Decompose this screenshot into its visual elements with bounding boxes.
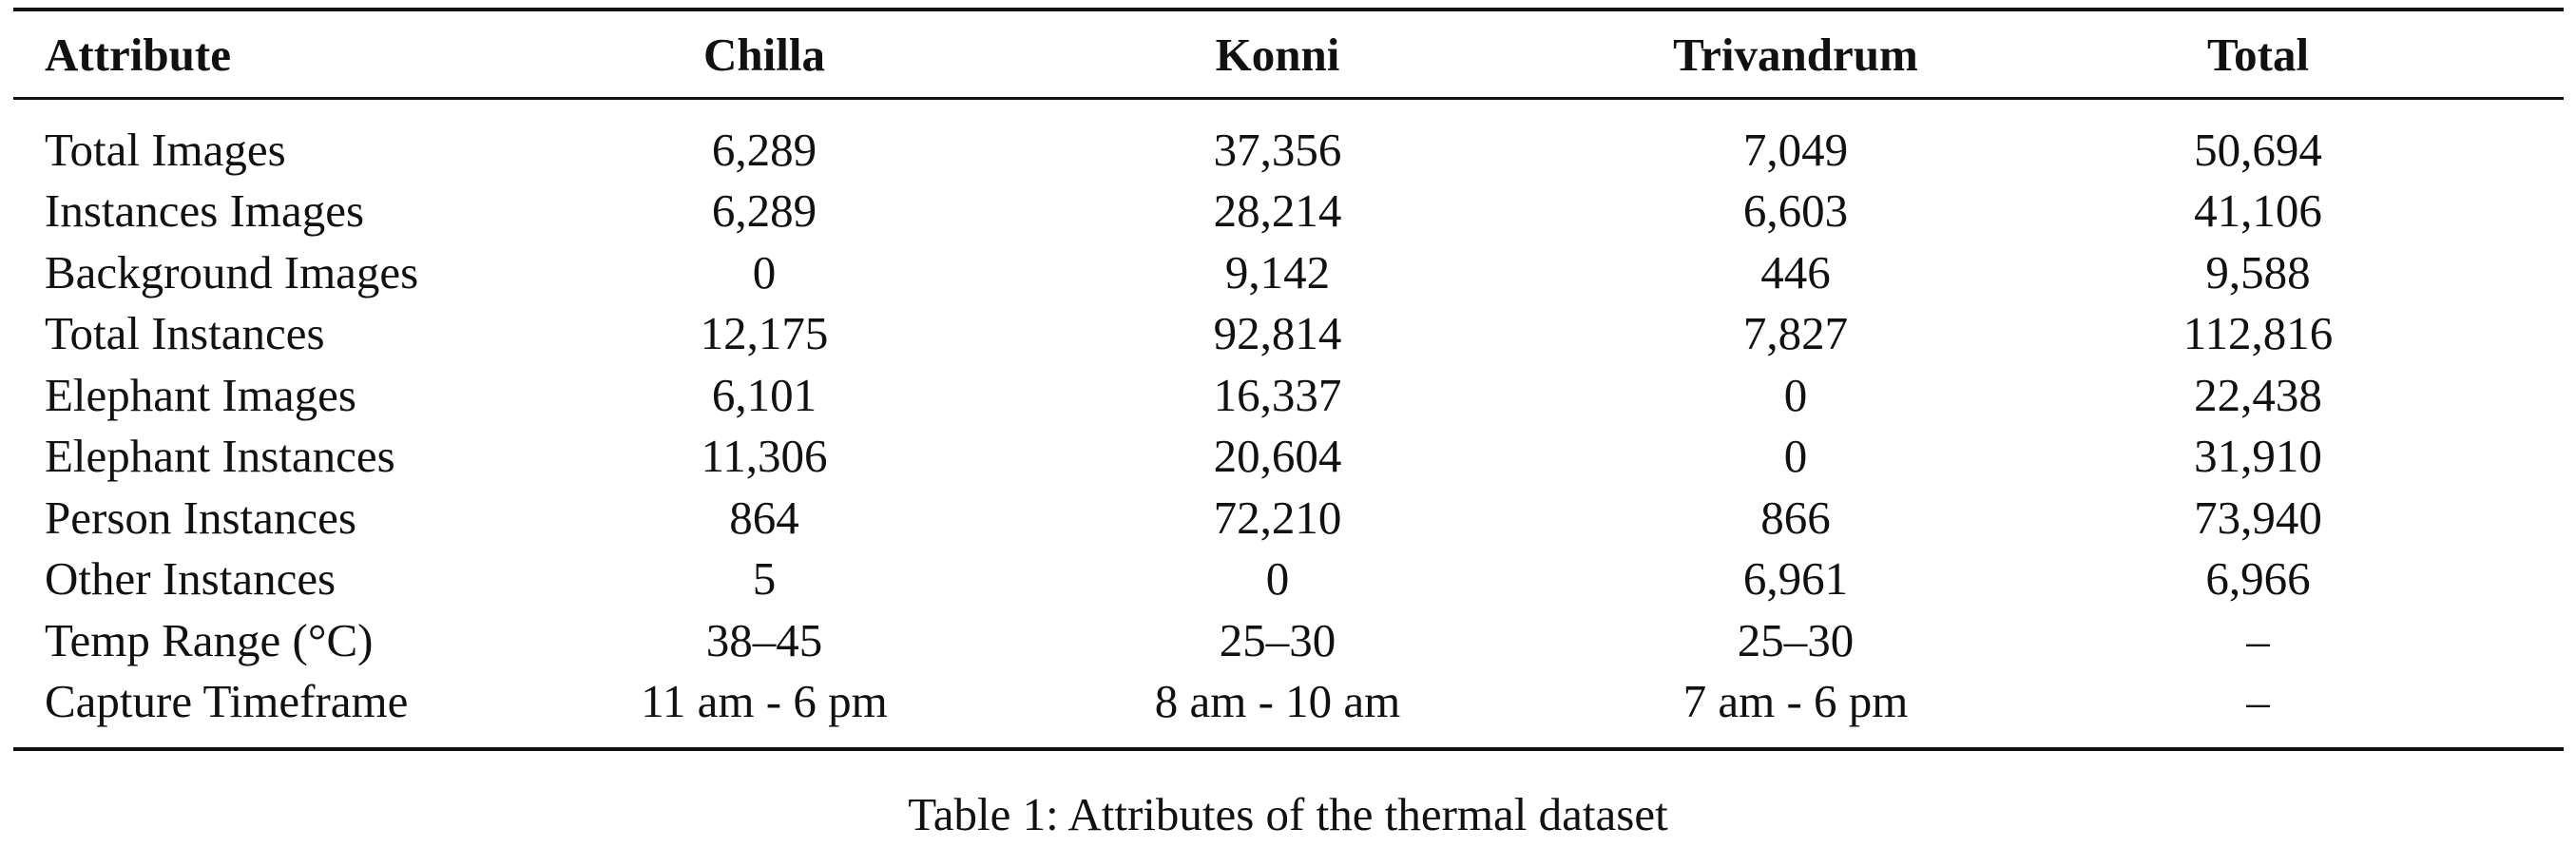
cell-chilla: 11 am - 6 pm bbox=[641, 675, 888, 728]
header-konni: Konni bbox=[1215, 28, 1340, 81]
cell-konni: 0 bbox=[1265, 552, 1290, 606]
cell-attribute: Temp Range (°C) bbox=[45, 613, 374, 666]
cell-chilla: 38–45 bbox=[705, 613, 823, 666]
cell-total: – bbox=[2246, 675, 2270, 728]
cell-chilla: 11,306 bbox=[701, 430, 828, 483]
cell-attribute: Total Images bbox=[45, 123, 286, 176]
header-attribute: Attribute bbox=[45, 28, 231, 81]
table-row: Other Instances 5 0 6,961 6,966 bbox=[13, 549, 2564, 610]
cell-konni: 9,142 bbox=[1224, 245, 1331, 299]
cell-chilla: 6,289 bbox=[711, 123, 817, 176]
cell-total: 73,940 bbox=[2194, 491, 2322, 544]
attributes-table: Attribute Chilla Konni Trivandrum Total … bbox=[13, 8, 2564, 751]
cell-chilla: 864 bbox=[729, 491, 799, 544]
cell-trivandrum: 866 bbox=[1760, 491, 1831, 544]
cell-konni: 92,814 bbox=[1213, 307, 1342, 360]
cell-attribute: Instances Images bbox=[45, 184, 365, 238]
cell-trivandrum: 446 bbox=[1760, 245, 1831, 299]
cell-chilla: 0 bbox=[752, 245, 777, 299]
table-row: Capture Timeframe 11 am - 6 pm 8 am - 10 a… bbox=[13, 671, 2564, 749]
cell-attribute: Elephant Images bbox=[45, 368, 356, 421]
cell-trivandrum: 25–30 bbox=[1737, 613, 1855, 666]
cell-trivandrum: 0 bbox=[1783, 368, 1808, 421]
cell-attribute: Other Instances bbox=[45, 552, 336, 606]
header-chilla: Chilla bbox=[703, 28, 825, 81]
cell-konni: 16,337 bbox=[1213, 368, 1342, 421]
cell-konni: 28,214 bbox=[1213, 184, 1342, 238]
header-total: Total bbox=[2206, 28, 2310, 81]
cell-attribute: Background Images bbox=[45, 245, 419, 299]
table-row: Instances Images 6,289 28,214 6,603 41,106 bbox=[13, 181, 2564, 242]
cell-konni: 20,604 bbox=[1213, 430, 1342, 483]
table-row: Temp Range (°C) 38–45 25–30 25–30 – bbox=[13, 609, 2564, 671]
table-row: Person Instances 864 72,210 866 73,940 bbox=[13, 487, 2564, 549]
cell-total: 31,910 bbox=[2194, 430, 2322, 483]
cell-total: 9,588 bbox=[2205, 245, 2311, 299]
cell-total: 6,966 bbox=[2205, 552, 2311, 606]
table-row: Elephant Instances 11,306 20,604 0 31,910 bbox=[13, 426, 2564, 488]
cell-trivandrum: 7,827 bbox=[1742, 307, 1849, 360]
table-body: Total Images 6,289 37,356 7,049 50,694 Instan… bbox=[13, 99, 2564, 749]
cell-chilla: 6,101 bbox=[711, 368, 817, 421]
cell-attribute: Total Instances bbox=[45, 307, 325, 360]
cell-konni: 72,210 bbox=[1213, 491, 1342, 544]
table-row: Total Images 6,289 37,356 7,049 50,694 bbox=[13, 99, 2564, 181]
cell-konni: 37,356 bbox=[1213, 123, 1342, 176]
table-caption: Table 1: Attributes of the thermal datas… bbox=[908, 788, 1668, 840]
table-row: Total Instances 12,175 92,814 7,827 112,816 bbox=[13, 303, 2564, 365]
cell-trivandrum: 0 bbox=[1783, 430, 1808, 483]
table-container: Attribute Chilla Konni Trivandrum Total … bbox=[13, 8, 2564, 751]
cell-total: 41,106 bbox=[2194, 184, 2322, 238]
table-row: Background Images 0 9,142 446 9,588 bbox=[13, 241, 2564, 303]
cell-chilla: 12,175 bbox=[700, 307, 829, 360]
cell-total: 50,694 bbox=[2194, 123, 2322, 176]
cell-trivandrum: 7 am - 6 pm bbox=[1682, 675, 1909, 728]
cell-attribute: Person Instances bbox=[45, 491, 356, 544]
cell-total: – bbox=[2246, 613, 2270, 666]
cell-attribute: Capture Timeframe bbox=[45, 675, 409, 728]
cell-trivandrum: 6,961 bbox=[1742, 552, 1849, 606]
cell-attribute: Elephant Instances bbox=[45, 430, 395, 483]
cell-konni: 8 am - 10 am bbox=[1154, 675, 1401, 728]
cell-total: 112,816 bbox=[2182, 307, 2334, 360]
cell-chilla: 5 bbox=[752, 552, 777, 606]
cell-konni: 25–30 bbox=[1219, 613, 1336, 666]
cell-chilla: 6,289 bbox=[711, 184, 817, 238]
table-header-row: Attribute Chilla Konni Trivandrum Total bbox=[13, 10, 2564, 99]
header-trivandrum: Trivandrum bbox=[1673, 28, 1918, 81]
table-row: Elephant Images 6,101 16,337 0 22,438 bbox=[13, 364, 2564, 426]
cell-trivandrum: 6,603 bbox=[1742, 184, 1849, 238]
cell-total: 22,438 bbox=[2194, 368, 2322, 421]
cell-trivandrum: 7,049 bbox=[1742, 123, 1849, 176]
